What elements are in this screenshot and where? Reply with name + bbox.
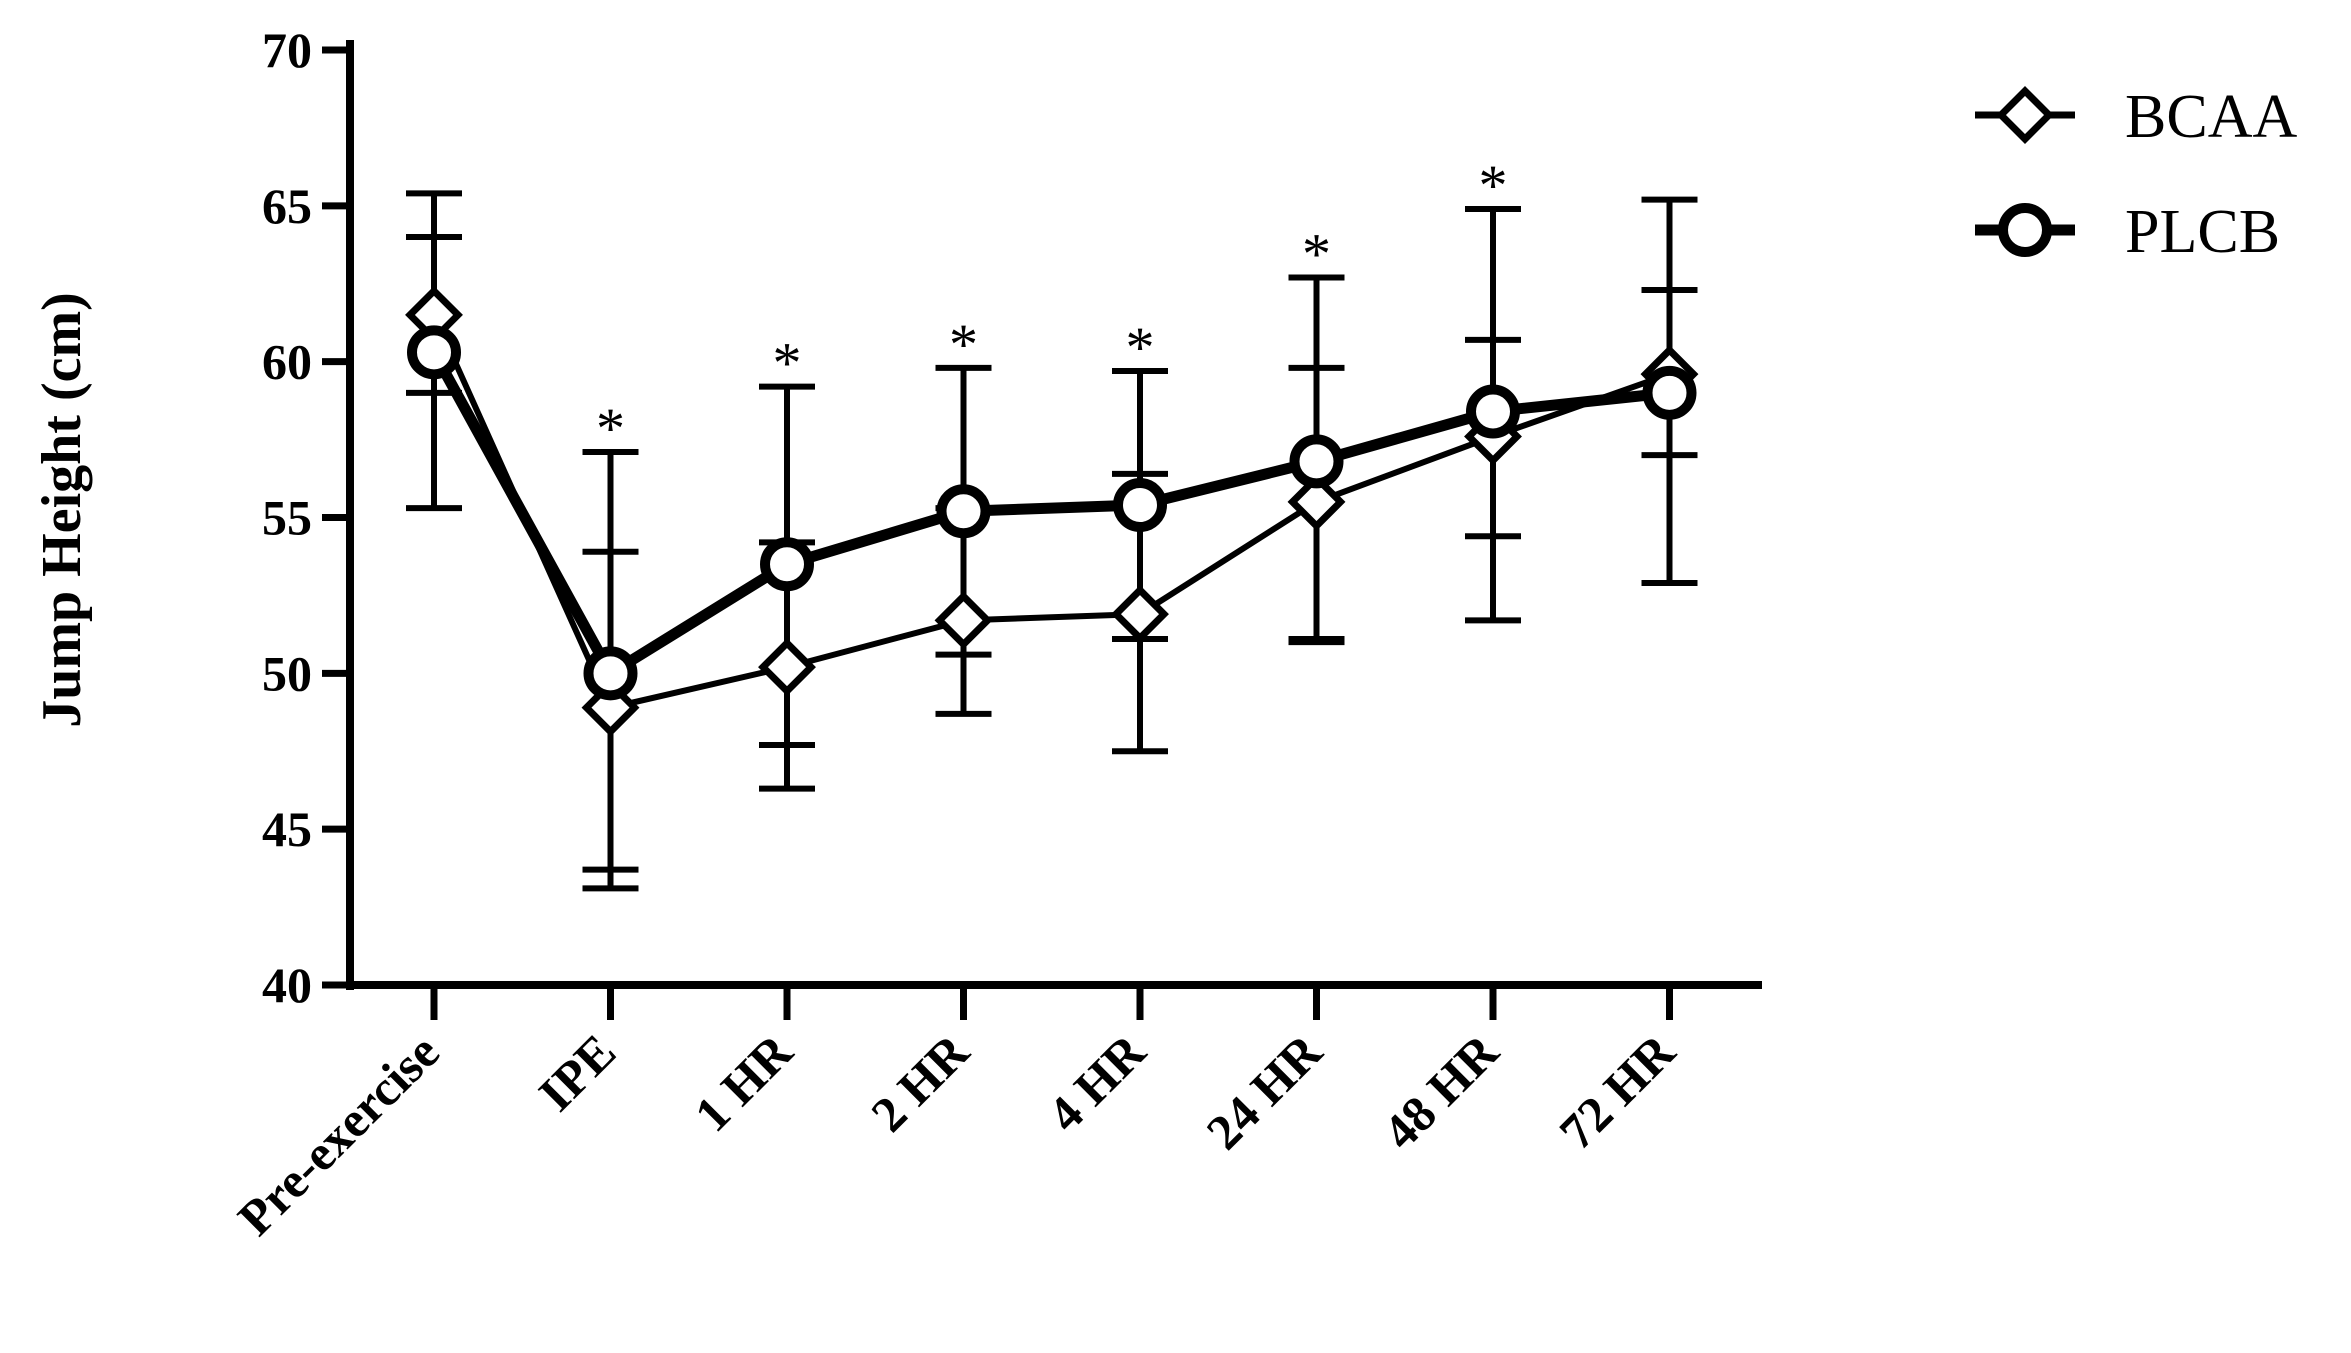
x-ticks: Pre-exercise IPE 1 HR 2 HR 4 HR 24 HR 48 HR 72 … [227, 985, 1686, 1246]
plcb-point [1642, 365, 1697, 420]
series-line-plcb [429, 349, 1671, 679]
y-tick-label: 60 [262, 334, 312, 390]
x-tick-label: 4 HR [1037, 1023, 1157, 1143]
plcb-point [1113, 478, 1167, 533]
significance-star: * [1126, 315, 1155, 380]
x-tick-label: 72 HR [1548, 1023, 1685, 1160]
bcaa-point [1111, 585, 1169, 644]
plcb-point [936, 484, 991, 539]
legend-label: PLCB [2125, 198, 2280, 266]
plcb-point [1289, 434, 1344, 489]
series-markers [405, 285, 1699, 737]
x-tick-label: Pre-exercise [227, 1023, 450, 1246]
y-tick-label: 45 [262, 801, 312, 857]
significance-star: * [1302, 222, 1331, 287]
x-tick-label: 24 HR [1195, 1023, 1332, 1160]
y-ticks: 40 45 50 55 60 65 70 [262, 22, 350, 1013]
y-tick-label: 55 [262, 490, 312, 546]
plcb-point [1466, 384, 1520, 439]
legend-item-bcaa: BCAA [1975, 83, 2297, 151]
y-tick-label: 70 [262, 22, 312, 78]
x-tick-label: 2 HR [860, 1023, 980, 1143]
plcb-point [583, 646, 638, 701]
legend-marker-diamond [1996, 86, 2054, 144]
significance-star: * [949, 312, 978, 377]
y-tick-label: 50 [262, 645, 312, 701]
bcaa-point [1287, 472, 1346, 531]
axes: 40 45 50 55 60 65 70 Pre-exercise IPE 1 HR 2 HR 4 … [227, 22, 1762, 1246]
significance-star: * [1479, 153, 1508, 218]
legend-marker-circle [1998, 203, 2052, 257]
x-tick-label: 1 HR [684, 1023, 804, 1143]
legend: BCAA PLCB [1975, 83, 2297, 266]
plcb-point [407, 325, 461, 380]
series-lines [429, 313, 1671, 711]
bcaa-point [758, 638, 816, 697]
bcaa-point [934, 591, 993, 650]
significance-star: * [596, 396, 625, 461]
significance-star: * [773, 331, 802, 396]
x-tick-label: 48 HR [1372, 1023, 1509, 1160]
legend-item-plcb: PLCB [1975, 198, 2280, 266]
series-line-bcaa [431, 313, 1671, 711]
y-axis-label: Jump Height (cm) [31, 292, 93, 728]
plcb-point [760, 537, 814, 592]
error-bars [406, 190, 1698, 892]
y-tick-label: 65 [262, 178, 312, 234]
y-tick-label: 40 [262, 957, 312, 1013]
x-tick-label: IPE [528, 1023, 627, 1122]
legend-label: BCAA [2125, 83, 2297, 151]
significance-annotations: * * * * * * [596, 153, 1508, 461]
